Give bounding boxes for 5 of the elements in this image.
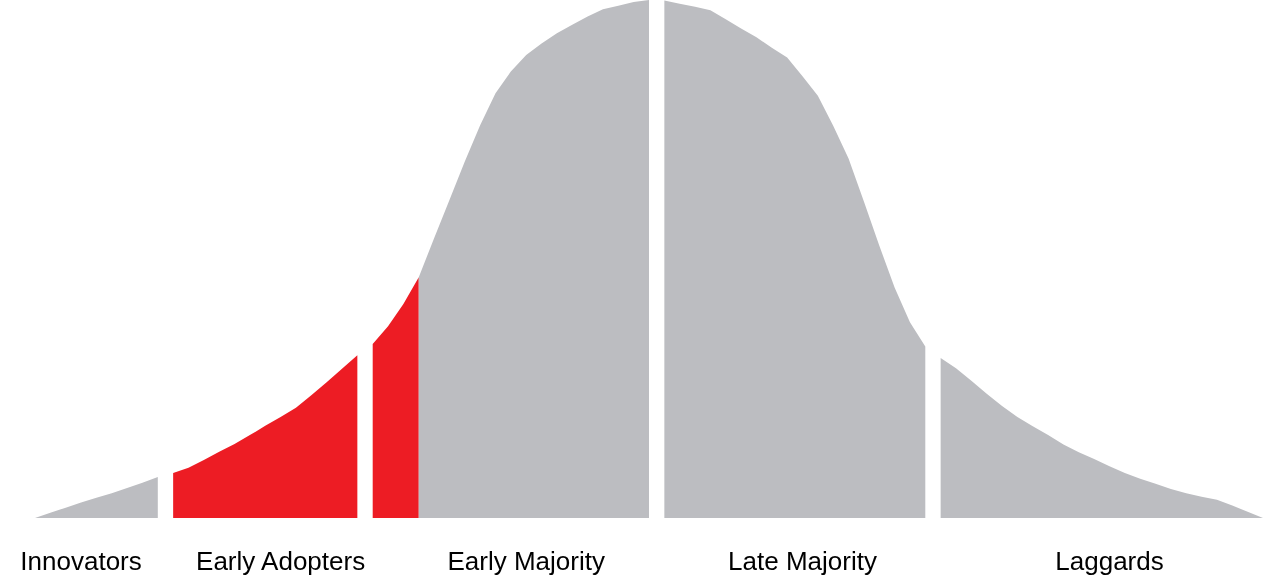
x-tick-label: Laggards bbox=[1055, 546, 1164, 576]
x-tick-label: Innovators bbox=[20, 546, 142, 576]
x-tick-label: Late Majority bbox=[728, 546, 877, 576]
x-tick-label: Early Majority bbox=[447, 546, 605, 576]
x-tick-label: Early Adopters bbox=[196, 546, 366, 576]
